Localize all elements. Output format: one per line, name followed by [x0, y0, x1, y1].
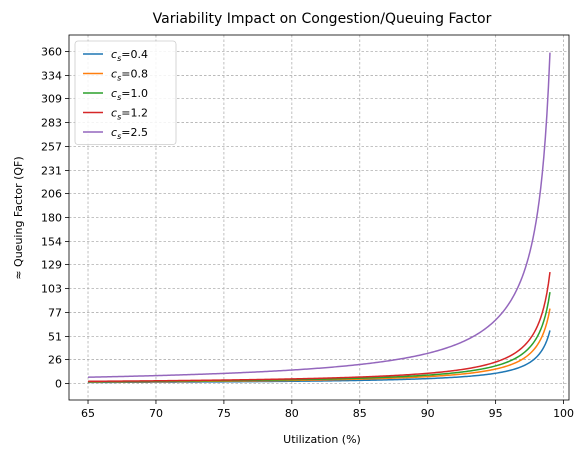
y-axis-label: ≈ Queuing Factor (QF): [12, 156, 25, 279]
y-tick-label: 360: [41, 46, 62, 59]
y-tick-label: 257: [41, 141, 62, 154]
x-tick-label: 75: [217, 407, 231, 420]
y-tick-label: 231: [41, 164, 62, 177]
chart-title: Variability Impact on Congestion/Queuing…: [153, 11, 492, 27]
series-line: [88, 52, 551, 378]
x-tick-label: 65: [81, 407, 95, 420]
y-tick-label: 103: [41, 282, 62, 295]
y-tick-label: 129: [41, 259, 62, 272]
series-line: [88, 271, 551, 383]
series-lines: [88, 52, 551, 384]
y-tick-label: 206: [41, 188, 62, 201]
y-tick-label: 180: [41, 212, 62, 225]
y-tick-label: 77: [48, 306, 62, 319]
y-axis: 0 26 51 77 103 129 154 180 206 231 257 283 309 334 360: [41, 46, 69, 390]
x-tick-label: 95: [489, 407, 503, 420]
y-tick-label: 154: [41, 235, 62, 248]
y-tick-label: 26: [48, 353, 62, 366]
x-tick-label: 70: [149, 407, 163, 420]
y-tick-label: 283: [41, 117, 62, 130]
x-tick-label: 100: [553, 407, 574, 420]
legend-entry: cs=1.0: [111, 87, 148, 102]
x-tick-label: 85: [353, 407, 367, 420]
y-tick-label: 51: [48, 330, 62, 343]
x-tick-label: 80: [285, 407, 299, 420]
x-axis-label: Utilization (%): [283, 433, 361, 446]
legend-box: [74, 40, 177, 145]
series-line: [88, 308, 551, 383]
y-tick-label: 309: [41, 93, 62, 106]
legend-entry: cs=0.4: [111, 48, 148, 63]
y-tick-label: 334: [41, 70, 62, 83]
series-line: [88, 330, 551, 384]
x-tick-label: 90: [421, 407, 435, 420]
legend: cs=0.4 cs=0.8 cs=1.0 cs=1.2 cs=2.5: [74, 40, 177, 145]
legend-entry: cs=1.2: [111, 107, 148, 122]
y-tick-label: 0: [55, 377, 62, 390]
x-axis: 65 70 75 80 85 90 95 100: [81, 400, 574, 420]
legend-entry: cs=0.8: [111, 68, 148, 83]
legend-entry: cs=2.5: [111, 126, 148, 141]
